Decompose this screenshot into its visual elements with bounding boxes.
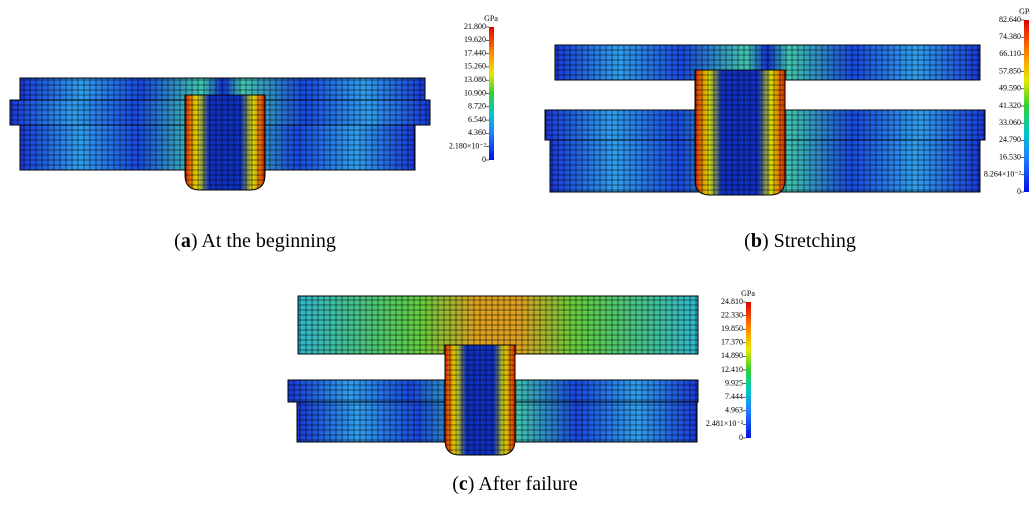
fea-model [288, 296, 698, 455]
colorbar-gradient [489, 27, 494, 160]
caption-label: a [181, 230, 191, 252]
colorbar-label: 8.264×10⁻² [984, 170, 1022, 179]
page: GPa21.80019.62017.44015.26013.08010.9008… [0, 0, 1030, 506]
colorbar-label: 0 [739, 433, 743, 442]
colorbar-label: 7.444 [725, 392, 743, 401]
colorbar-label: 74.380 [999, 32, 1021, 41]
colorbar-label: 19.620 [464, 35, 486, 44]
caption-label: c [459, 473, 468, 495]
colorbar-label: 10.900 [464, 88, 486, 97]
caption-suffix: ) Stretching [762, 230, 856, 252]
figure: GPa21.80019.62017.44015.26013.08010.9008… [0, 0, 1030, 506]
rivet-mesh [445, 345, 515, 455]
colorbar-label: 16.530 [999, 152, 1021, 161]
colorbar-label: 4.963 [725, 406, 743, 415]
caption: (c) After failure [452, 473, 578, 495]
colorbar-label: 24.810 [721, 297, 743, 306]
colorbar-label: 2.180×10⁻² [449, 142, 487, 151]
panel: GPa82.64074.38066.11057.85049.59041.3203… [545, 7, 1030, 252]
colorbar-label: 33.060 [999, 118, 1021, 127]
fea-model [10, 78, 430, 190]
colorbar-label: 9.925 [725, 378, 743, 387]
colorbar-label: 0 [1017, 187, 1021, 196]
colorbar-label: 14.890 [721, 351, 743, 360]
colorbar-label: 41.320 [999, 101, 1021, 110]
colorbar-label: 8.720 [468, 102, 486, 111]
colorbar-label: 21.800 [464, 22, 486, 31]
colorbar-unit: GPa [484, 14, 498, 23]
colorbar-label: 6.540 [468, 115, 486, 124]
colorbar-label: 13.080 [464, 75, 486, 84]
colorbar-label: 0 [482, 155, 486, 164]
caption: (b) Stretching [744, 230, 856, 252]
rivet-mesh [185, 95, 265, 190]
colorbar-label: 17.440 [464, 48, 486, 57]
caption-label: b [751, 230, 762, 252]
colorbar-label: 82.640 [999, 15, 1021, 24]
caption-suffix: ) After failure [468, 473, 578, 495]
colorbar-label: 4.360 [468, 128, 486, 137]
colorbar-label: 49.590 [999, 84, 1021, 93]
colorbar-label: 24.790 [999, 135, 1021, 144]
colorbar: GPa82.64074.38066.11057.85049.59041.3203… [984, 7, 1030, 196]
colorbar-label: 12.410 [721, 365, 743, 374]
rivet-mesh [695, 70, 785, 195]
colorbar-label: 19.850 [721, 324, 743, 333]
colorbar-label: 15.260 [464, 62, 486, 71]
colorbar-label: 22.330 [721, 310, 743, 319]
colorbar-label: 17.370 [721, 338, 743, 347]
colorbar-gradient [746, 302, 751, 438]
caption-suffix: ) At the beginning [191, 230, 336, 252]
fea-model [545, 45, 985, 195]
colorbar-unit: GPa [741, 289, 755, 298]
colorbar-label: 2.481×10⁻² [706, 419, 744, 428]
colorbar-gradient [1024, 20, 1029, 192]
colorbar-label: 57.850 [999, 66, 1021, 75]
caption: (a) At the beginning [174, 230, 336, 252]
colorbar-label: 66.110 [999, 49, 1021, 58]
